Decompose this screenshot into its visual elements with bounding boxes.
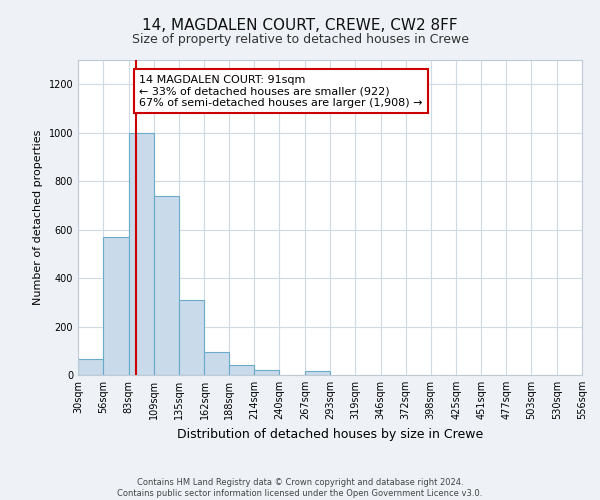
Bar	[103, 237, 129, 375]
Bar	[305, 372, 330, 375]
Bar	[154, 196, 179, 375]
Bar	[205, 352, 229, 375]
Bar	[229, 366, 254, 375]
Bar	[78, 359, 103, 375]
Text: Contains HM Land Registry data © Crown copyright and database right 2024.
Contai: Contains HM Land Registry data © Crown c…	[118, 478, 482, 498]
Text: 14, MAGDALEN COURT, CREWE, CW2 8FF: 14, MAGDALEN COURT, CREWE, CW2 8FF	[142, 18, 458, 32]
Bar	[129, 132, 154, 375]
Text: 14 MAGDALEN COURT: 91sqm
← 33% of detached houses are smaller (922)
67% of semi-: 14 MAGDALEN COURT: 91sqm ← 33% of detach…	[139, 74, 423, 108]
Bar	[254, 370, 279, 375]
Text: Size of property relative to detached houses in Crewe: Size of property relative to detached ho…	[131, 32, 469, 46]
Bar	[179, 300, 205, 375]
Y-axis label: Number of detached properties: Number of detached properties	[33, 130, 43, 305]
X-axis label: Distribution of detached houses by size in Crewe: Distribution of detached houses by size …	[177, 428, 483, 440]
